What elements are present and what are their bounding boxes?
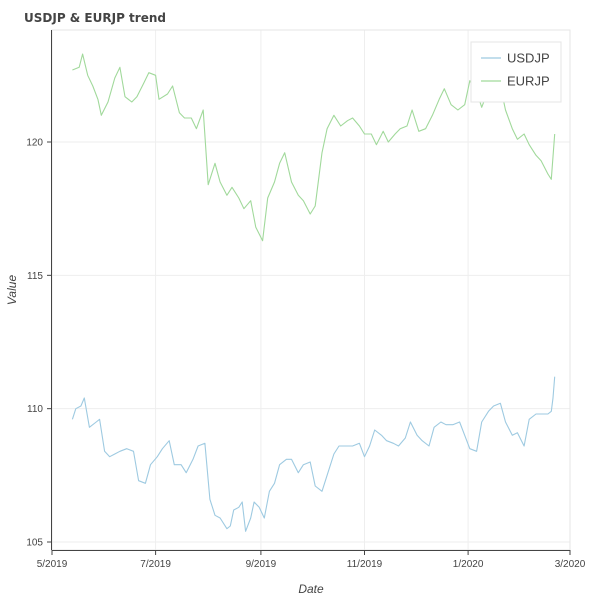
chart-title: USDJP & EURJP trend [24,11,166,25]
x-tick-label: 5/2019 [37,559,68,570]
x-axis-ticks: 5/2019 7/2019 9/2019 11/2019 1/2020 3/2020 [37,550,586,570]
y-tick-label: 115 [27,271,43,282]
legend-label-usdjp: USDJP [507,51,550,66]
series-line-usdjp [71,376,556,532]
x-tick-label: 9/2019 [246,559,277,570]
series-lines [71,53,556,532]
x-axis-label: Date [298,582,324,596]
axes: 5/2019 7/2019 9/2019 11/2019 1/2020 3/2020 10… [26,30,586,570]
grid [51,30,571,550]
legend-label-eurjp: EURJP [507,74,550,89]
y-axis-ticks: 105 110 115 120 [26,138,52,549]
x-tick-label: 3/2020 [555,559,586,570]
plot-frame [51,29,571,551]
y-axis-label: Value [5,275,19,306]
y-tick-label: 105 [26,538,43,549]
x-tick-label: 1/2020 [453,559,484,570]
legend: USDJP EURJP [470,41,562,103]
x-tick-label: 7/2019 [140,559,171,570]
y-tick-label: 110 [27,404,43,415]
x-tick-label: 11/2019 [347,559,383,570]
y-tick-label: 120 [26,138,43,149]
legend-box [470,41,562,103]
